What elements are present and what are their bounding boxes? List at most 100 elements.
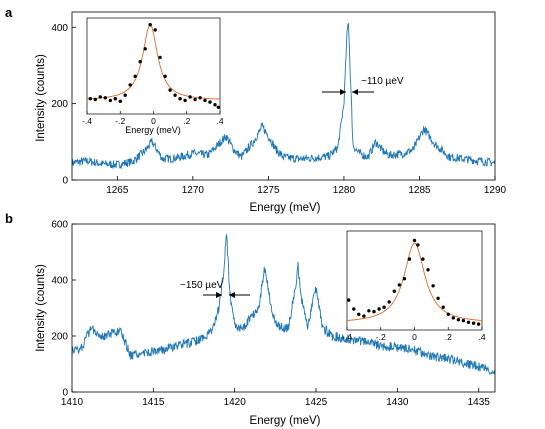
inset-data-point [402,277,407,281]
panel-a-annotation-text: ~110 µeV [361,76,404,87]
panel-a-axes-frame [71,11,496,181]
inset-data-point [476,322,481,326]
inset-data-point [143,47,147,51]
x-tick-label: 1275 [257,185,280,196]
panel-b-ylabel: Intensity (counts) [35,264,47,352]
inset-data-point [208,100,212,104]
panel-a-xlabel: Energy (meV) [250,202,321,214]
inset-x-tick-label: -.2 [376,332,386,342]
inset-data-point [456,318,461,322]
inset-data-point [416,243,420,247]
inset-data-point [123,93,127,97]
inset-x-tick-label: .2 [183,116,190,126]
inset-data-point [387,300,391,304]
panel-b-axes-frame [71,223,496,393]
y-tick-label: 400 [51,23,68,34]
inset-data-point [103,96,108,100]
inset-data-point [93,97,98,102]
x-tick-label: 1435 [468,397,491,408]
inset-x-tick-label: .4 [478,332,485,342]
panel-a-inset-points [88,23,220,110]
panel-b-inset-fit [346,242,483,321]
x-tick-label: 1270 [182,185,205,196]
inset-data-point [198,96,202,100]
x-tick-label: 1265 [106,185,129,196]
inset-data-point [128,83,132,87]
inset-data-point [347,298,351,302]
inset-data-point [451,316,455,320]
inset-data-point [148,23,152,27]
panel-a-label: a [5,5,13,20]
inset-data-point [213,103,217,107]
y-tick-label: 0 [62,176,68,187]
inset-data-point [446,312,450,316]
panel-a-linewidth-annotation: ~110 µeV [322,76,404,95]
panel-b-label: b [5,211,13,226]
inset-data-point [188,95,192,99]
inset-data-point [436,296,440,300]
inset-data-point [362,314,366,318]
x-tick-label: 1430 [386,397,409,408]
y-tick-label: 600 [51,220,68,231]
inset-data-point [193,97,197,102]
inset-data-point [173,93,177,97]
y-tick-label: 200 [51,99,68,110]
panel-a-inset-fit [87,24,220,100]
inset-data-point [412,238,417,243]
panel-a-ticks: 1265 1270 1275 1280 1285 1290 0 200 400 [51,23,506,196]
inset-data-point [367,309,371,313]
inset-x-tick-label: -.2 [115,116,125,126]
y-tick-label: 400 [51,276,68,287]
panel-a-spectrum [71,23,496,170]
inset-data-point [178,97,182,101]
panel-b-xlabel: Energy (meV) [250,415,321,427]
inset-data-point [216,105,220,110]
inset-data-point [392,289,396,293]
panel-a: a Intensity (counts) Energy (meV) 1265 12… [5,5,507,214]
inset-data-point [431,284,435,288]
panel-b-linewidth-annotation: ~150 µeV [180,280,250,298]
inset-data-point [352,307,356,311]
inset-data-point [153,28,157,32]
inset-data-point [441,305,445,309]
inset-data-point [168,88,172,92]
panel-a-inset-xlabel: Energy (meV) [125,125,181,135]
inset-data-point [357,312,361,316]
inset-x-tick-label: 0 [151,116,156,126]
inset-x-tick-label: -.4 [342,332,352,342]
panel-b-annotation-text: ~150 µeV [180,280,224,291]
inset-data-point [372,309,376,314]
panel-b-inset: -.4 -.2 0 .2 .4 [342,230,486,342]
panel-a-ylabel: Intensity (counts) [35,54,47,142]
inset-data-point [98,95,103,99]
inset-data-point [138,60,142,64]
x-tick-label: 1285 [408,185,431,196]
x-tick-label: 1290 [484,185,507,196]
inset-data-point [461,318,466,323]
inset-x-tick-label: .4 [216,116,223,126]
inset-data-point [88,97,93,101]
inset-data-point [426,268,430,272]
inset-data-point [397,283,401,287]
panel-b-inset-points [347,238,481,326]
x-tick-label: 1415 [142,397,165,408]
inset-data-point [133,74,137,79]
panel-a-inset: -.4 -.2 0 .2 .4 Energy (meV) [82,17,224,135]
panel-b-inset-ticks: -.4 -.2 0 .2 .4 [342,327,486,342]
inset-data-point [118,99,123,104]
inset-data-point [203,98,207,103]
inset-data-point [158,55,162,60]
inset-data-point [466,320,471,324]
inset-data-point [183,98,187,103]
panel-b-spectrum [71,233,496,375]
inset-data-point [163,74,167,79]
x-tick-label: 1280 [333,185,356,196]
y-tick-label: 200 [51,332,68,343]
x-tick-label: 1420 [224,397,247,408]
x-tick-label: 1410 [61,397,84,408]
panel-a-inset-ticks: -.4 -.2 0 .2 .4 [82,111,224,126]
inset-data-point [377,307,381,311]
inset-data-point [108,98,113,103]
inset-data-point [421,257,425,261]
